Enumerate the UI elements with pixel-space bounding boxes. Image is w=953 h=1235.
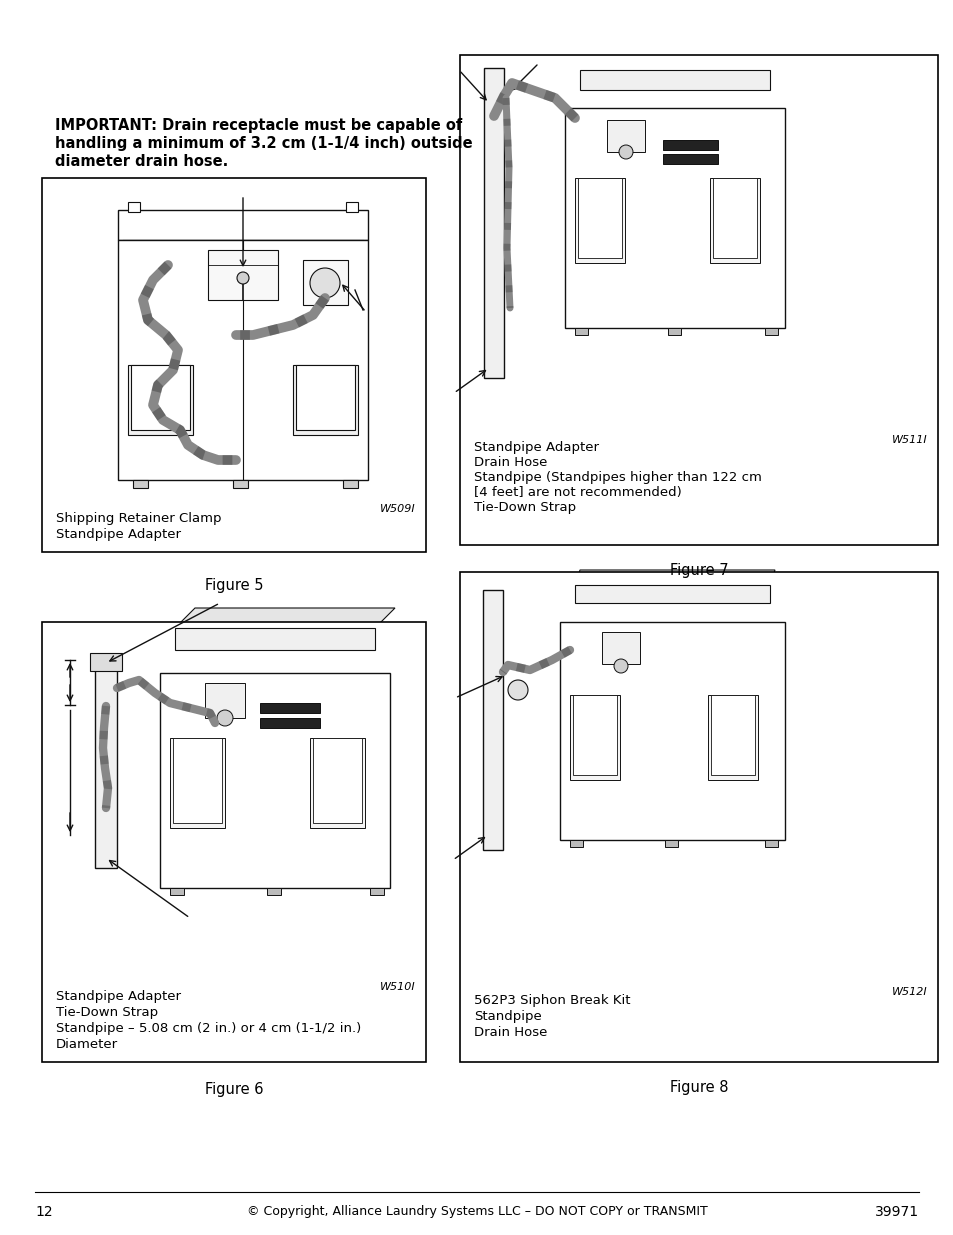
Bar [131, 366, 190, 430]
Bar [310, 739, 365, 827]
Bar [664, 840, 678, 847]
Polygon shape [390, 648, 417, 863]
Bar [260, 718, 319, 727]
Bar [709, 178, 760, 263]
Bar [128, 366, 193, 435]
Text: Drain Hose: Drain Hose [474, 1026, 547, 1039]
Text: diameter drain hose.: diameter drain hose. [55, 154, 228, 169]
Text: [4 feet] are not recommended): [4 feet] are not recommended) [474, 487, 681, 499]
Bar [42, 622, 426, 1062]
Polygon shape [559, 600, 809, 622]
Polygon shape [160, 648, 417, 673]
Polygon shape [564, 88, 809, 107]
Bar [343, 480, 357, 488]
Text: Standpipe Adapter: Standpipe Adapter [474, 441, 598, 454]
Bar [160, 673, 390, 888]
Bar [564, 107, 784, 329]
Text: W512I: W512I [891, 987, 927, 997]
Text: W510I: W510I [380, 982, 416, 992]
Bar [459, 56, 937, 545]
Bar [95, 668, 117, 868]
Circle shape [507, 680, 527, 700]
Text: IMPORTANT: Drain receptacle must be capable of: IMPORTANT: Drain receptacle must be capa… [55, 119, 462, 133]
Bar [233, 480, 248, 488]
Bar [662, 154, 718, 164]
Bar [573, 695, 617, 776]
Text: Standpipe: Standpipe [474, 1010, 541, 1023]
Text: Tie-Down Strap: Tie-Down Strap [474, 501, 576, 514]
Bar [205, 683, 245, 718]
Bar [118, 240, 368, 480]
Bar [559, 622, 784, 840]
Bar [482, 590, 502, 850]
Text: 562P3 Siphon Break Kit: 562P3 Siphon Break Kit [474, 994, 630, 1007]
Bar [575, 178, 624, 263]
Text: Tie-Down Strap: Tie-Down Strap [56, 1007, 158, 1019]
Bar [313, 739, 361, 823]
Bar [662, 140, 718, 149]
Text: handling a minimum of 3.2 cm (1-1/4 inch) outside: handling a minimum of 3.2 cm (1-1/4 inch… [55, 136, 472, 151]
Bar [118, 210, 368, 240]
Text: 12: 12 [35, 1205, 52, 1219]
Bar [132, 480, 148, 488]
Circle shape [216, 710, 233, 726]
Circle shape [310, 268, 339, 298]
Text: Standpipe Adapter: Standpipe Adapter [56, 990, 181, 1003]
Polygon shape [784, 88, 809, 308]
Text: Figure 5: Figure 5 [205, 578, 263, 593]
Text: Shipping Retainer Clamp: Shipping Retainer Clamp [56, 513, 221, 525]
Circle shape [614, 659, 627, 673]
Bar [260, 703, 319, 713]
Text: Standpipe – 5.08 cm (2 in.) or 4 cm (1-1/2 in.): Standpipe – 5.08 cm (2 in.) or 4 cm (1-1… [56, 1023, 361, 1035]
Bar [208, 249, 277, 300]
Text: 39971: 39971 [874, 1205, 918, 1219]
Circle shape [236, 272, 249, 284]
Bar [667, 329, 680, 335]
Bar [707, 695, 758, 781]
Text: Figure 7: Figure 7 [669, 563, 727, 578]
Bar [370, 888, 384, 895]
Text: Figure 8: Figure 8 [669, 1079, 727, 1095]
Polygon shape [579, 56, 774, 70]
Bar [578, 178, 621, 258]
Bar [90, 653, 122, 671]
Bar [295, 366, 355, 430]
Bar [712, 178, 757, 258]
Bar [293, 366, 357, 435]
Text: Standpipe Adapter: Standpipe Adapter [56, 529, 181, 541]
Bar [710, 695, 754, 776]
Polygon shape [784, 600, 809, 818]
Bar [42, 178, 426, 552]
Bar [601, 632, 639, 664]
Bar [303, 261, 348, 305]
Circle shape [618, 144, 633, 159]
Bar [170, 739, 225, 827]
Text: W509I: W509I [380, 504, 416, 514]
Text: © Copyright, Alliance Laundry Systems LLC – DO NOT COPY or TRANSMIT: © Copyright, Alliance Laundry Systems LL… [247, 1205, 706, 1219]
Bar [575, 329, 587, 335]
Bar [267, 888, 281, 895]
Bar [764, 840, 778, 847]
Bar [128, 203, 140, 212]
Text: Drain Hose: Drain Hose [474, 456, 547, 469]
Bar [483, 68, 503, 378]
Polygon shape [174, 608, 395, 629]
Bar [575, 585, 769, 603]
Text: Figure 6: Figure 6 [205, 1082, 263, 1097]
Text: Diameter: Diameter [56, 1037, 118, 1051]
Bar [170, 888, 184, 895]
Text: W511I: W511I [891, 435, 927, 445]
Bar [174, 629, 375, 650]
Bar [172, 739, 222, 823]
Bar [569, 840, 582, 847]
Bar [459, 572, 937, 1062]
Text: Standpipe (Standpipes higher than 122 cm: Standpipe (Standpipes higher than 122 cm [474, 471, 761, 484]
Polygon shape [575, 571, 774, 585]
Bar [569, 695, 619, 781]
Bar [764, 329, 778, 335]
Bar [606, 120, 644, 152]
Bar [579, 70, 769, 90]
Bar [346, 203, 357, 212]
